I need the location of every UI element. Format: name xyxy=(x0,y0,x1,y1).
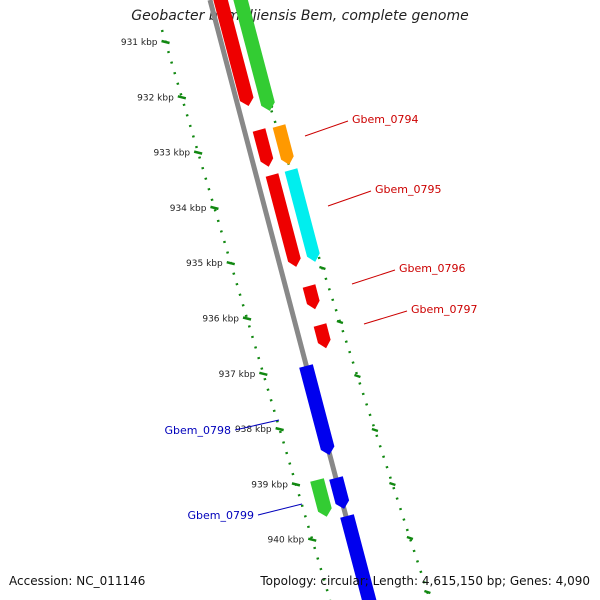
gene-feature-green xyxy=(310,478,332,517)
tick-label: 935 kbp xyxy=(186,259,223,269)
tick-mark xyxy=(242,316,252,321)
tick-mark xyxy=(291,482,301,487)
gene-feature-red xyxy=(213,0,254,106)
callout-line xyxy=(257,503,303,516)
gene-feature-red xyxy=(302,284,320,310)
gene-feature-red xyxy=(252,128,274,167)
outer-tick-mark xyxy=(319,265,326,271)
tick-label: 931 kbp xyxy=(121,38,158,48)
genome-summary-text: Topology: circular; Length: 4,615,150 bp… xyxy=(260,574,590,588)
outer-tick-mark xyxy=(371,427,379,433)
gene-label[interactable]: Gbem_0794 xyxy=(352,113,418,126)
gene-feature-cyan xyxy=(284,168,320,262)
outer-tick-mark xyxy=(354,373,361,379)
tick-mark xyxy=(161,39,170,45)
callout-line xyxy=(351,269,396,285)
tick-label: 938 kbp xyxy=(235,425,272,435)
tick-mark xyxy=(226,260,236,266)
tick-mark xyxy=(177,95,187,100)
gene-label[interactable]: Gbem_0799 xyxy=(188,509,254,522)
tick-labels: 931 kbp 932 kbp 933 kbp 934 kbp 935 kbp 936 k… xyxy=(121,38,317,546)
tick-label: 940 kbp xyxy=(268,536,305,546)
inner-dotted-ring xyxy=(160,29,332,600)
tick-label: 939 kbp xyxy=(251,480,288,490)
gene-feature-green xyxy=(233,0,275,111)
tick-label: 937 kbp xyxy=(219,370,256,380)
gene-feature-red xyxy=(313,323,331,349)
tick-label: 936 kbp xyxy=(202,315,239,325)
outer-tick-mark xyxy=(424,589,431,595)
callout-line xyxy=(304,120,349,137)
outer-tick-mark xyxy=(336,319,344,325)
gene-feature-orange xyxy=(272,124,294,165)
tick-ring-inner xyxy=(160,29,332,600)
tick-mark xyxy=(210,205,219,211)
accession-text: Accession: NC_011146 xyxy=(9,574,146,588)
tick-mark xyxy=(259,371,268,377)
callout-line xyxy=(234,419,280,431)
gene-feature-red xyxy=(265,173,301,267)
outer-tick-mark xyxy=(389,481,396,487)
outer-tick-mark xyxy=(406,535,414,541)
callout-line xyxy=(363,310,408,325)
tick-label: 932 kbp xyxy=(137,93,174,103)
gene-feature-blue xyxy=(340,514,377,600)
tick-mark xyxy=(275,426,284,432)
tick-mark xyxy=(193,150,203,155)
gene-label[interactable]: Gbem_0797 xyxy=(411,303,477,316)
tick-label: 934 kbp xyxy=(170,204,207,214)
gene-feature-blue xyxy=(299,364,335,455)
tick-label: 933 kbp xyxy=(153,149,190,159)
tick-mark xyxy=(307,537,317,542)
gene-label[interactable]: Gbem_0796 xyxy=(399,262,465,275)
gene-label[interactable]: Gbem_0795 xyxy=(375,183,441,196)
gene-callouts: Gbem_0794 Gbem_0795 Gbem_0796 Gbem_0797 Gbem… xyxy=(165,113,478,522)
gene-label[interactable]: Gbem_0798 xyxy=(165,424,231,437)
gene-features xyxy=(213,0,377,600)
callout-line xyxy=(327,190,372,207)
gene-feature-blue xyxy=(329,476,350,509)
